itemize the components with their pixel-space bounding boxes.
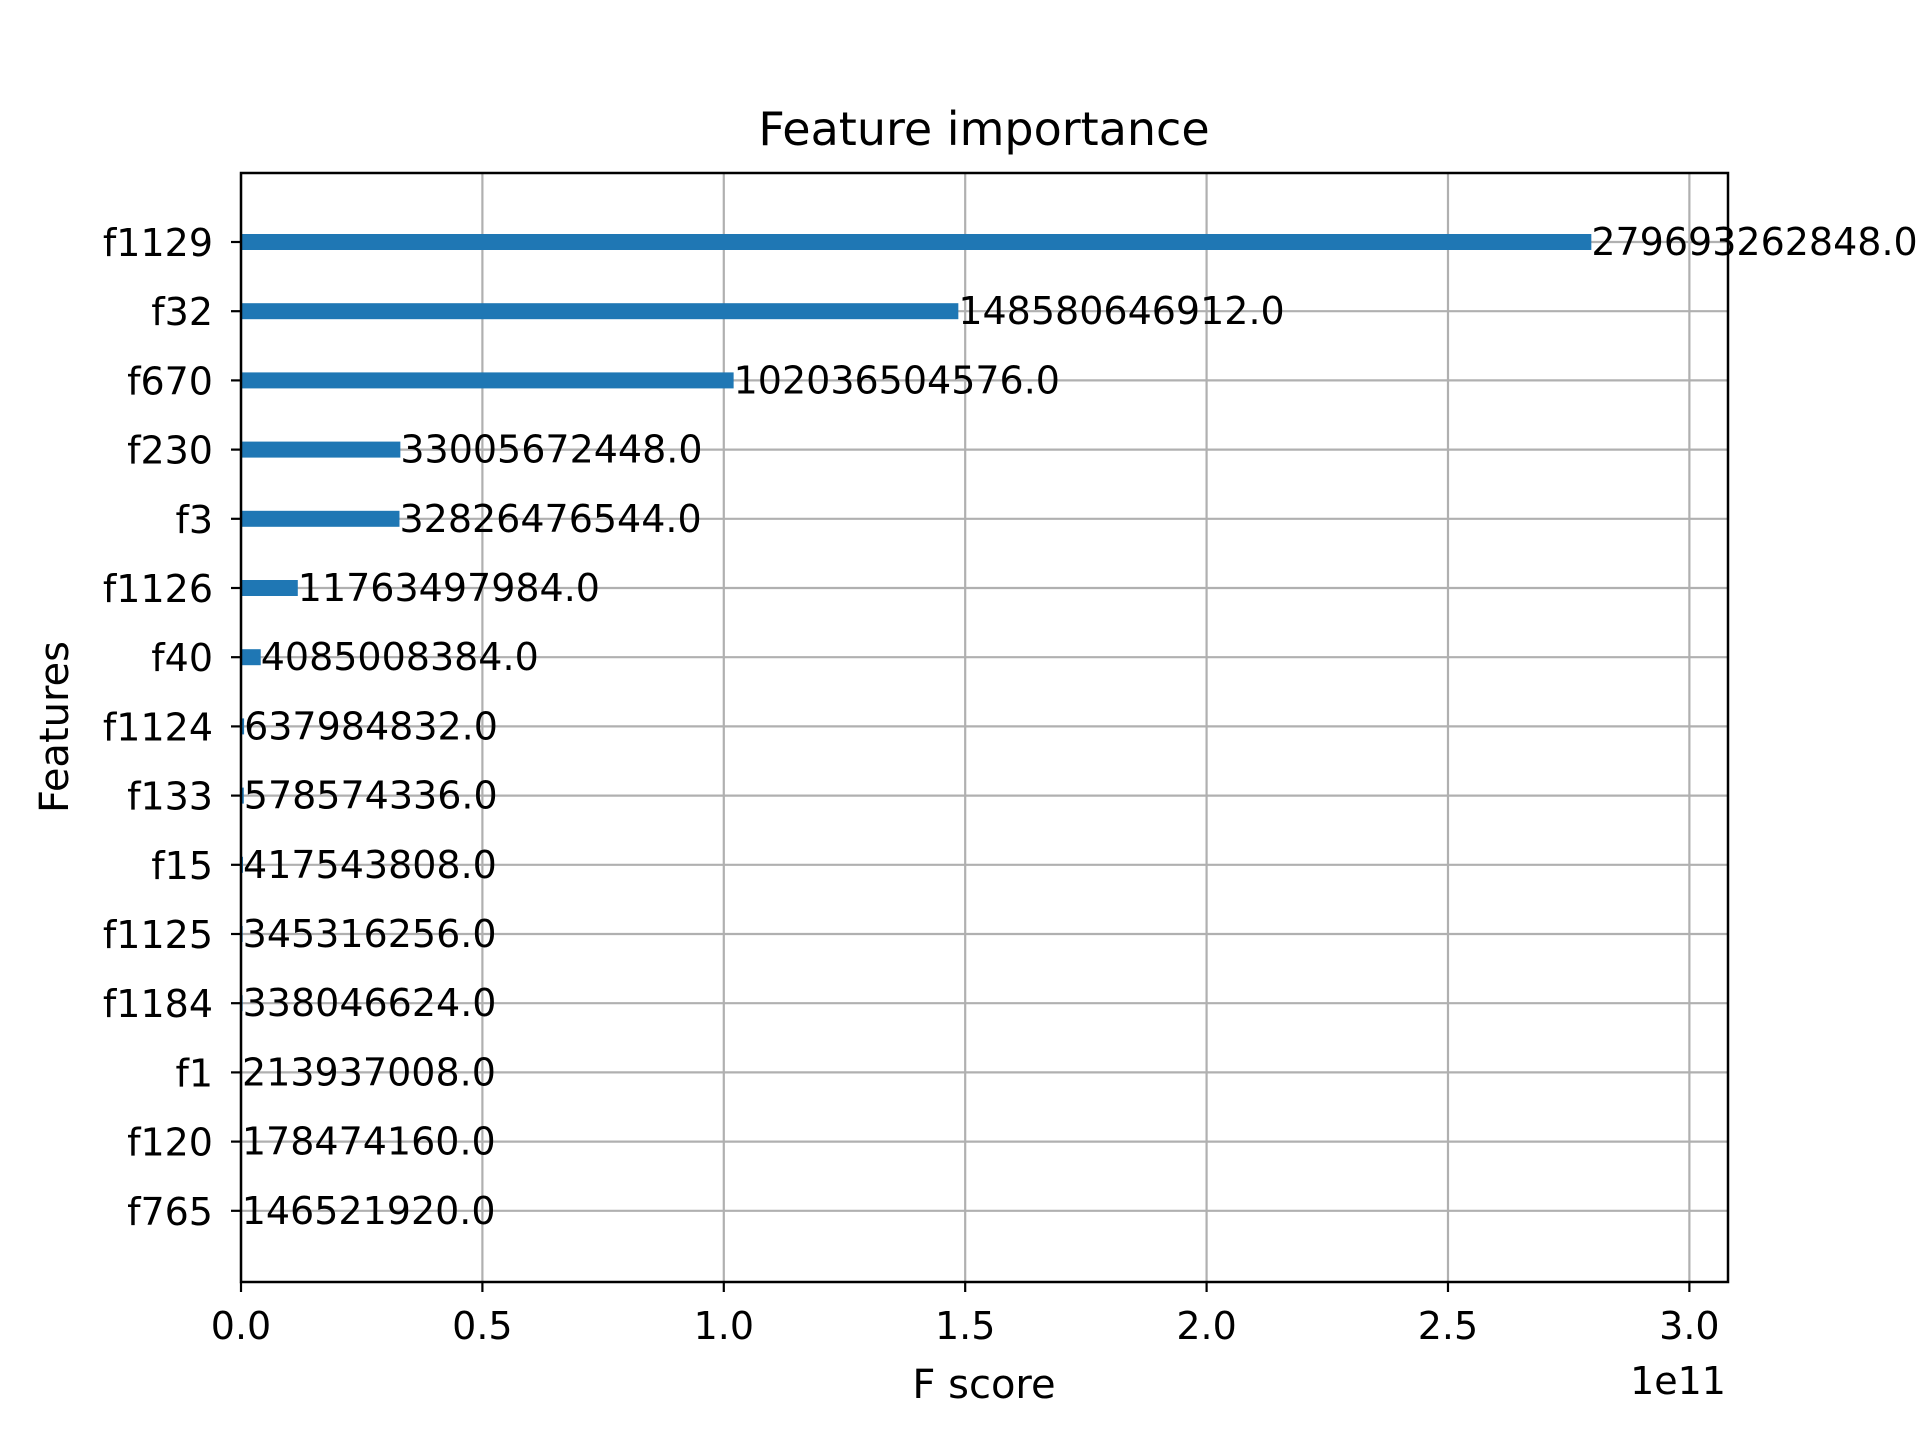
x-tick-label: 1.5 [935, 1304, 995, 1348]
bar-layer [241, 234, 1592, 1219]
bar-value-label: 578574336.0 [244, 774, 498, 818]
bar [241, 787, 244, 804]
bar [241, 441, 401, 458]
y-tick-label: f133 [127, 775, 213, 819]
x-tick-label: 1.0 [694, 1304, 754, 1348]
y-tick-label: f765 [127, 1190, 213, 1234]
bar [241, 372, 734, 389]
bar-value-label: 178474160.0 [242, 1120, 496, 1164]
bar [241, 303, 959, 320]
x-axis-title: F score [912, 1362, 1055, 1408]
y-tick-label: f1 [175, 1051, 213, 1095]
bar [241, 580, 298, 596]
bar [241, 234, 1592, 250]
chart-title: Feature importance [758, 102, 1209, 156]
y-tick-label: f1126 [103, 567, 213, 611]
bar [241, 510, 400, 527]
bar-value-label: 148580646912.0 [958, 289, 1284, 333]
y-tick-label: f230 [127, 429, 213, 473]
x-tick-label: 2.5 [1418, 1304, 1478, 1348]
value-label-layer: 279693262848.0 148580646912.0 102036504576… [242, 220, 1918, 1233]
bar [241, 649, 261, 666]
x-axis-scale-label: 1e11 [1630, 1359, 1726, 1403]
bar-value-label: 11763497984.0 [298, 566, 600, 610]
y-tick-label: f15 [151, 844, 213, 888]
y-tick-label: f1184 [103, 982, 213, 1026]
bar-value-label: 33005672448.0 [400, 428, 702, 472]
bar [241, 718, 245, 735]
bar-value-label: 32826476544.0 [399, 497, 701, 541]
tick-layer: 0.0 0.5 1.0 1.5 2.0 2.5 3.0 f1129 f32 f670 f230 f3 f… [103, 221, 1720, 1348]
bar-value-label: 637984832.0 [244, 704, 498, 748]
bar-value-label: 213937008.0 [242, 1050, 496, 1094]
bar-value-label: 146521920.0 [242, 1189, 496, 1233]
bar-value-label: 345316256.0 [243, 912, 497, 956]
bar-value-label: 279693262848.0 [1591, 220, 1917, 264]
y-tick-label: f1129 [103, 221, 213, 265]
y-tick-label: f1124 [103, 705, 213, 749]
y-tick-label: f670 [127, 359, 213, 403]
y-tick-label: f3 [175, 498, 213, 542]
x-tick-label: 0.5 [452, 1304, 512, 1348]
y-tick-label: f1125 [103, 913, 213, 957]
y-axis-title: Features [32, 641, 78, 813]
x-tick-label: 2.0 [1176, 1304, 1236, 1348]
bar-value-label: 417543808.0 [243, 843, 497, 887]
bar-value-label: 4085008384.0 [261, 635, 539, 679]
bar-value-label: 338046624.0 [243, 981, 497, 1025]
bar-value-label: 102036504576.0 [734, 358, 1060, 402]
y-tick-label: f120 [127, 1121, 213, 1165]
y-tick-label: f32 [151, 290, 213, 334]
y-tick-label: f40 [151, 636, 213, 680]
x-tick-label: 3.0 [1659, 1304, 1719, 1348]
x-tick-label: 0.0 [211, 1304, 271, 1348]
